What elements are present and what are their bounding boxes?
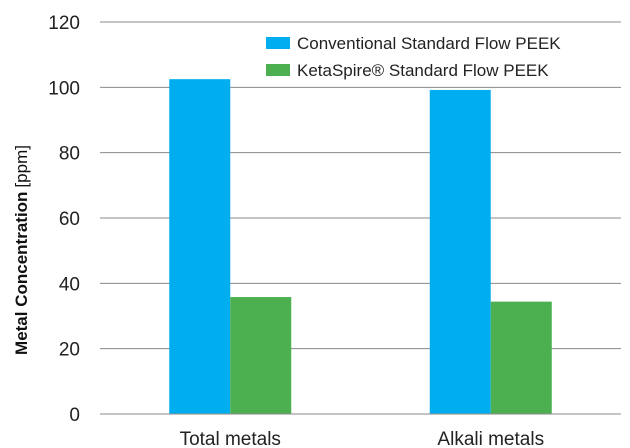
bar-conventional-1 [429,89,491,415]
y-tick-label: 40 [59,274,80,295]
y-tick-label: 80 [59,144,80,165]
y-axis-label: Metal Concentration [ppm] [12,145,31,355]
bars [100,79,621,415]
bar-ketaspire-0 [230,297,292,414]
x-tick-labels: Total metals Alkali metals [180,429,545,448]
legend-label: KetaSpire® Standard Flow PEEK [297,61,549,80]
legend-swatch [266,37,290,49]
y-tick-label: 100 [48,78,80,99]
y-tick-label: 120 [48,13,80,34]
y-tick-label: 0 [69,405,80,426]
legend: Conventional Standard Flow PEEK KetaSpire… [266,34,561,80]
legend-swatch [266,64,290,76]
x-tick-label: Alkali metals [437,429,544,448]
y-axis-label-unit: [ppm] [12,145,31,188]
y-tick-label: 20 [59,340,80,361]
y-tick-label: 60 [59,209,80,230]
x-tick-label: Total metals [180,429,281,448]
bar-ketaspire-1 [490,301,552,414]
y-tick-labels: 0 20 40 60 80 100 120 [48,13,80,426]
bar-conventional-0 [169,79,231,415]
y-axis-label-main: Metal Concentration [12,192,31,355]
legend-label: Conventional Standard Flow PEEK [297,34,561,53]
